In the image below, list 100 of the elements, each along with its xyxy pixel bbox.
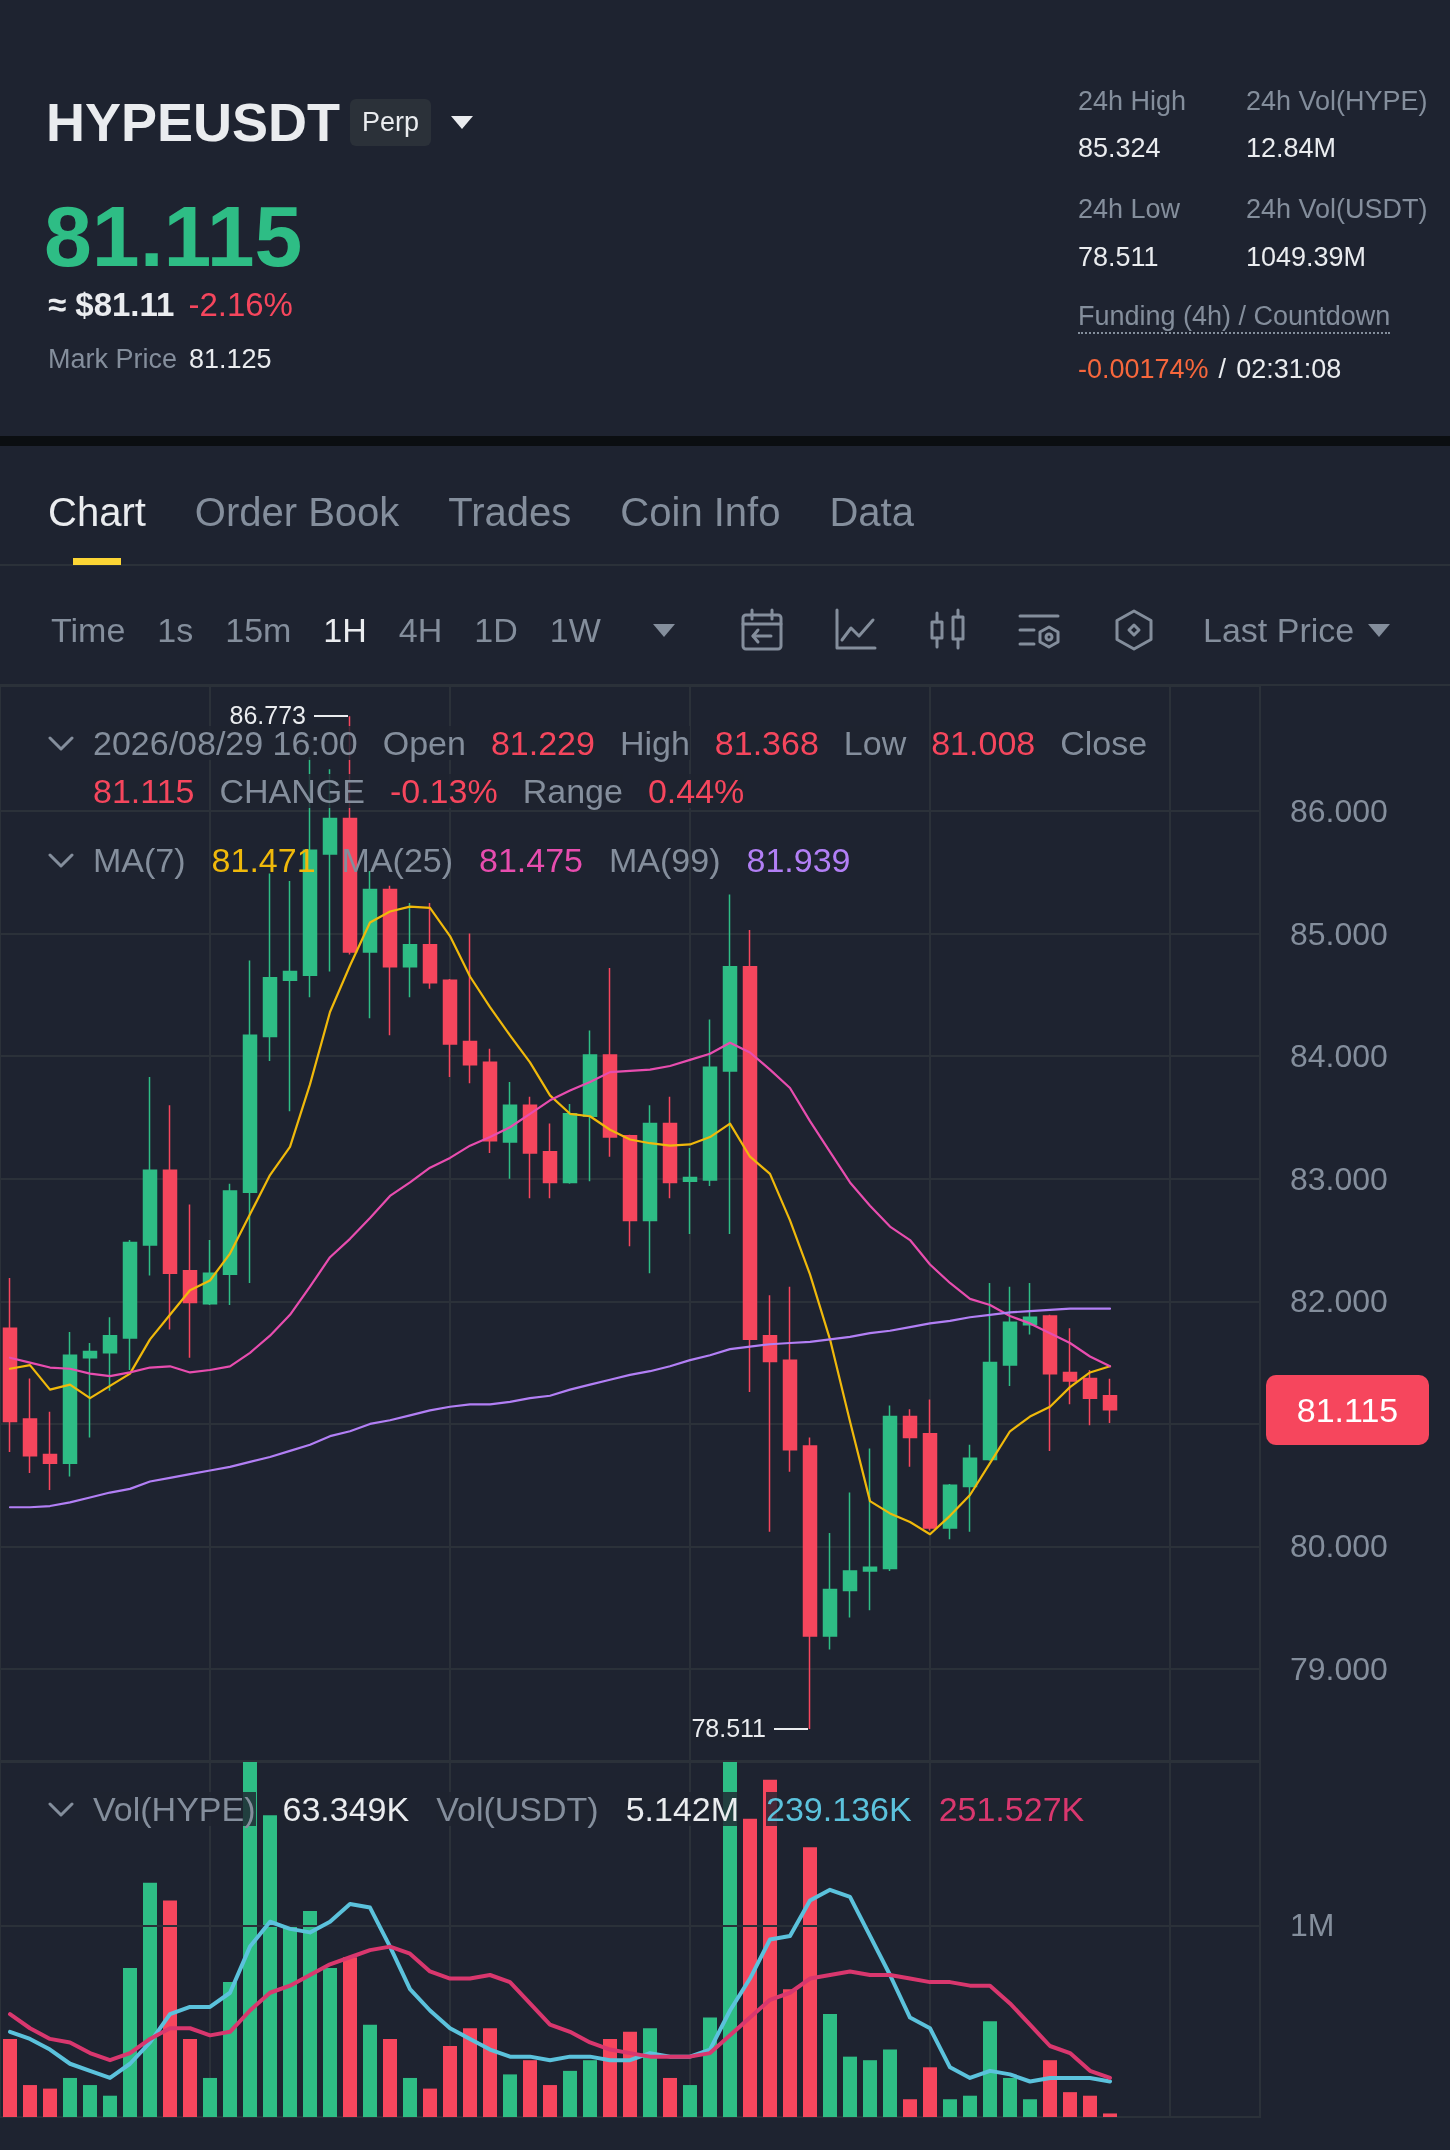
candlestick (722, 893, 738, 1235)
y-tick-label: 86.000 (1290, 793, 1388, 830)
annotation: 86.773 (229, 701, 306, 730)
annotation: -0.13% (389, 772, 498, 810)
candlestick (582, 1029, 598, 1182)
text: 15m (225, 610, 292, 650)
bar (823, 2014, 837, 2117)
bar (743, 1818, 757, 2117)
annotation: 81.368 (714, 724, 819, 762)
text: Time (51, 610, 126, 650)
annotation: Low (843, 724, 907, 762)
candlestick (902, 1408, 918, 1468)
text: Order Book (194, 489, 400, 536)
annotation: CHANGE (219, 772, 365, 810)
text: Mark Price (48, 343, 178, 376)
candlestick (742, 929, 758, 1393)
text: 1W (549, 610, 601, 650)
candlestick (622, 1133, 638, 1247)
bar (683, 2085, 697, 2117)
candlestick (382, 885, 398, 1037)
annotation: 81.115 (93, 772, 195, 810)
text: -0.00174% (1078, 353, 1209, 386)
candlestick (1062, 1327, 1078, 1406)
candlestick (602, 967, 618, 1158)
text: Funding (4h) / Countdown (1078, 300, 1391, 334)
bar (903, 2099, 917, 2117)
text: Trades (448, 489, 572, 536)
y-tick-label: 79.000 (1290, 1651, 1388, 1688)
bar (483, 2028, 497, 2117)
bar (343, 1957, 357, 2117)
annotation: 78.511 (691, 1714, 766, 1742)
ref-line-label: 1M (1290, 1907, 1335, 1944)
text: 81.115 (44, 186, 303, 286)
bar (363, 2024, 377, 2117)
text: 4H (398, 610, 443, 650)
bar (43, 2088, 57, 2117)
annotation: 251.527K (938, 1790, 1085, 1828)
candlestick (942, 1483, 958, 1540)
bar (1063, 2092, 1077, 2117)
text: 78.511 (1078, 241, 1159, 273)
bar (523, 2060, 537, 2117)
text: 24h Vol(HYPE) (1246, 85, 1428, 117)
candlestick (142, 1076, 158, 1277)
bar (1083, 2095, 1097, 2117)
text: Last Price (1203, 610, 1355, 650)
bar (883, 2049, 897, 2117)
candlestick (402, 902, 418, 999)
bar (283, 1925, 297, 2117)
bar (1103, 2113, 1117, 2117)
candlestick (42, 1410, 58, 1491)
candlestick (702, 1018, 718, 1187)
y-tick-label: 83.000 (1290, 1160, 1388, 1197)
bar (23, 2085, 37, 2117)
candlestick (1042, 1314, 1058, 1452)
bar (943, 2099, 957, 2117)
bar (63, 2077, 77, 2117)
candlestick (482, 1048, 498, 1154)
y-tick-label: 85.000 (1290, 915, 1388, 952)
bar (803, 1847, 817, 2117)
annotation: 81.008 (931, 724, 1036, 762)
bar (923, 2067, 937, 2117)
candlestick (682, 1147, 698, 1235)
annotation: 2026/08/29 16:00 (93, 724, 358, 762)
text: 81.125 (189, 343, 272, 376)
candlestick (802, 1436, 818, 1730)
line-series (8, 1041, 1112, 1378)
text: Data (829, 489, 914, 536)
text: / (1218, 353, 1227, 386)
bar (1023, 2099, 1037, 2117)
candlestick (102, 1316, 118, 1392)
bar (543, 2085, 557, 2117)
text: 85.324 (1078, 132, 1161, 164)
annotation: Vol(USDT) (436, 1790, 599, 1828)
bar (783, 1989, 797, 2117)
annotation: 0.44% (647, 772, 745, 810)
candlestick (922, 1398, 938, 1532)
candlestick (962, 1444, 978, 1533)
bar (863, 2060, 877, 2117)
candlestick (782, 1285, 798, 1473)
candlestick (62, 1331, 78, 1478)
text: 24h Low (1078, 193, 1181, 225)
candlestick (822, 1532, 838, 1651)
bar (663, 2077, 677, 2117)
bar (1043, 2060, 1057, 2117)
text: 12.84M (1246, 132, 1337, 164)
bar (503, 2074, 517, 2117)
candlestick (1082, 1369, 1098, 1426)
bar (643, 2028, 657, 2117)
candlestick (22, 1377, 38, 1474)
candlestick (82, 1342, 98, 1439)
annotation: High (619, 724, 690, 762)
candlestick (1002, 1285, 1018, 1387)
candlestick (162, 1104, 178, 1331)
candlestick (522, 1095, 538, 1200)
candlestick (502, 1081, 518, 1180)
line-series (8, 905, 1112, 1536)
bar (163, 1900, 177, 2117)
bar (583, 2060, 597, 2117)
text: 1D (474, 610, 518, 650)
candlestick (202, 1239, 218, 1306)
